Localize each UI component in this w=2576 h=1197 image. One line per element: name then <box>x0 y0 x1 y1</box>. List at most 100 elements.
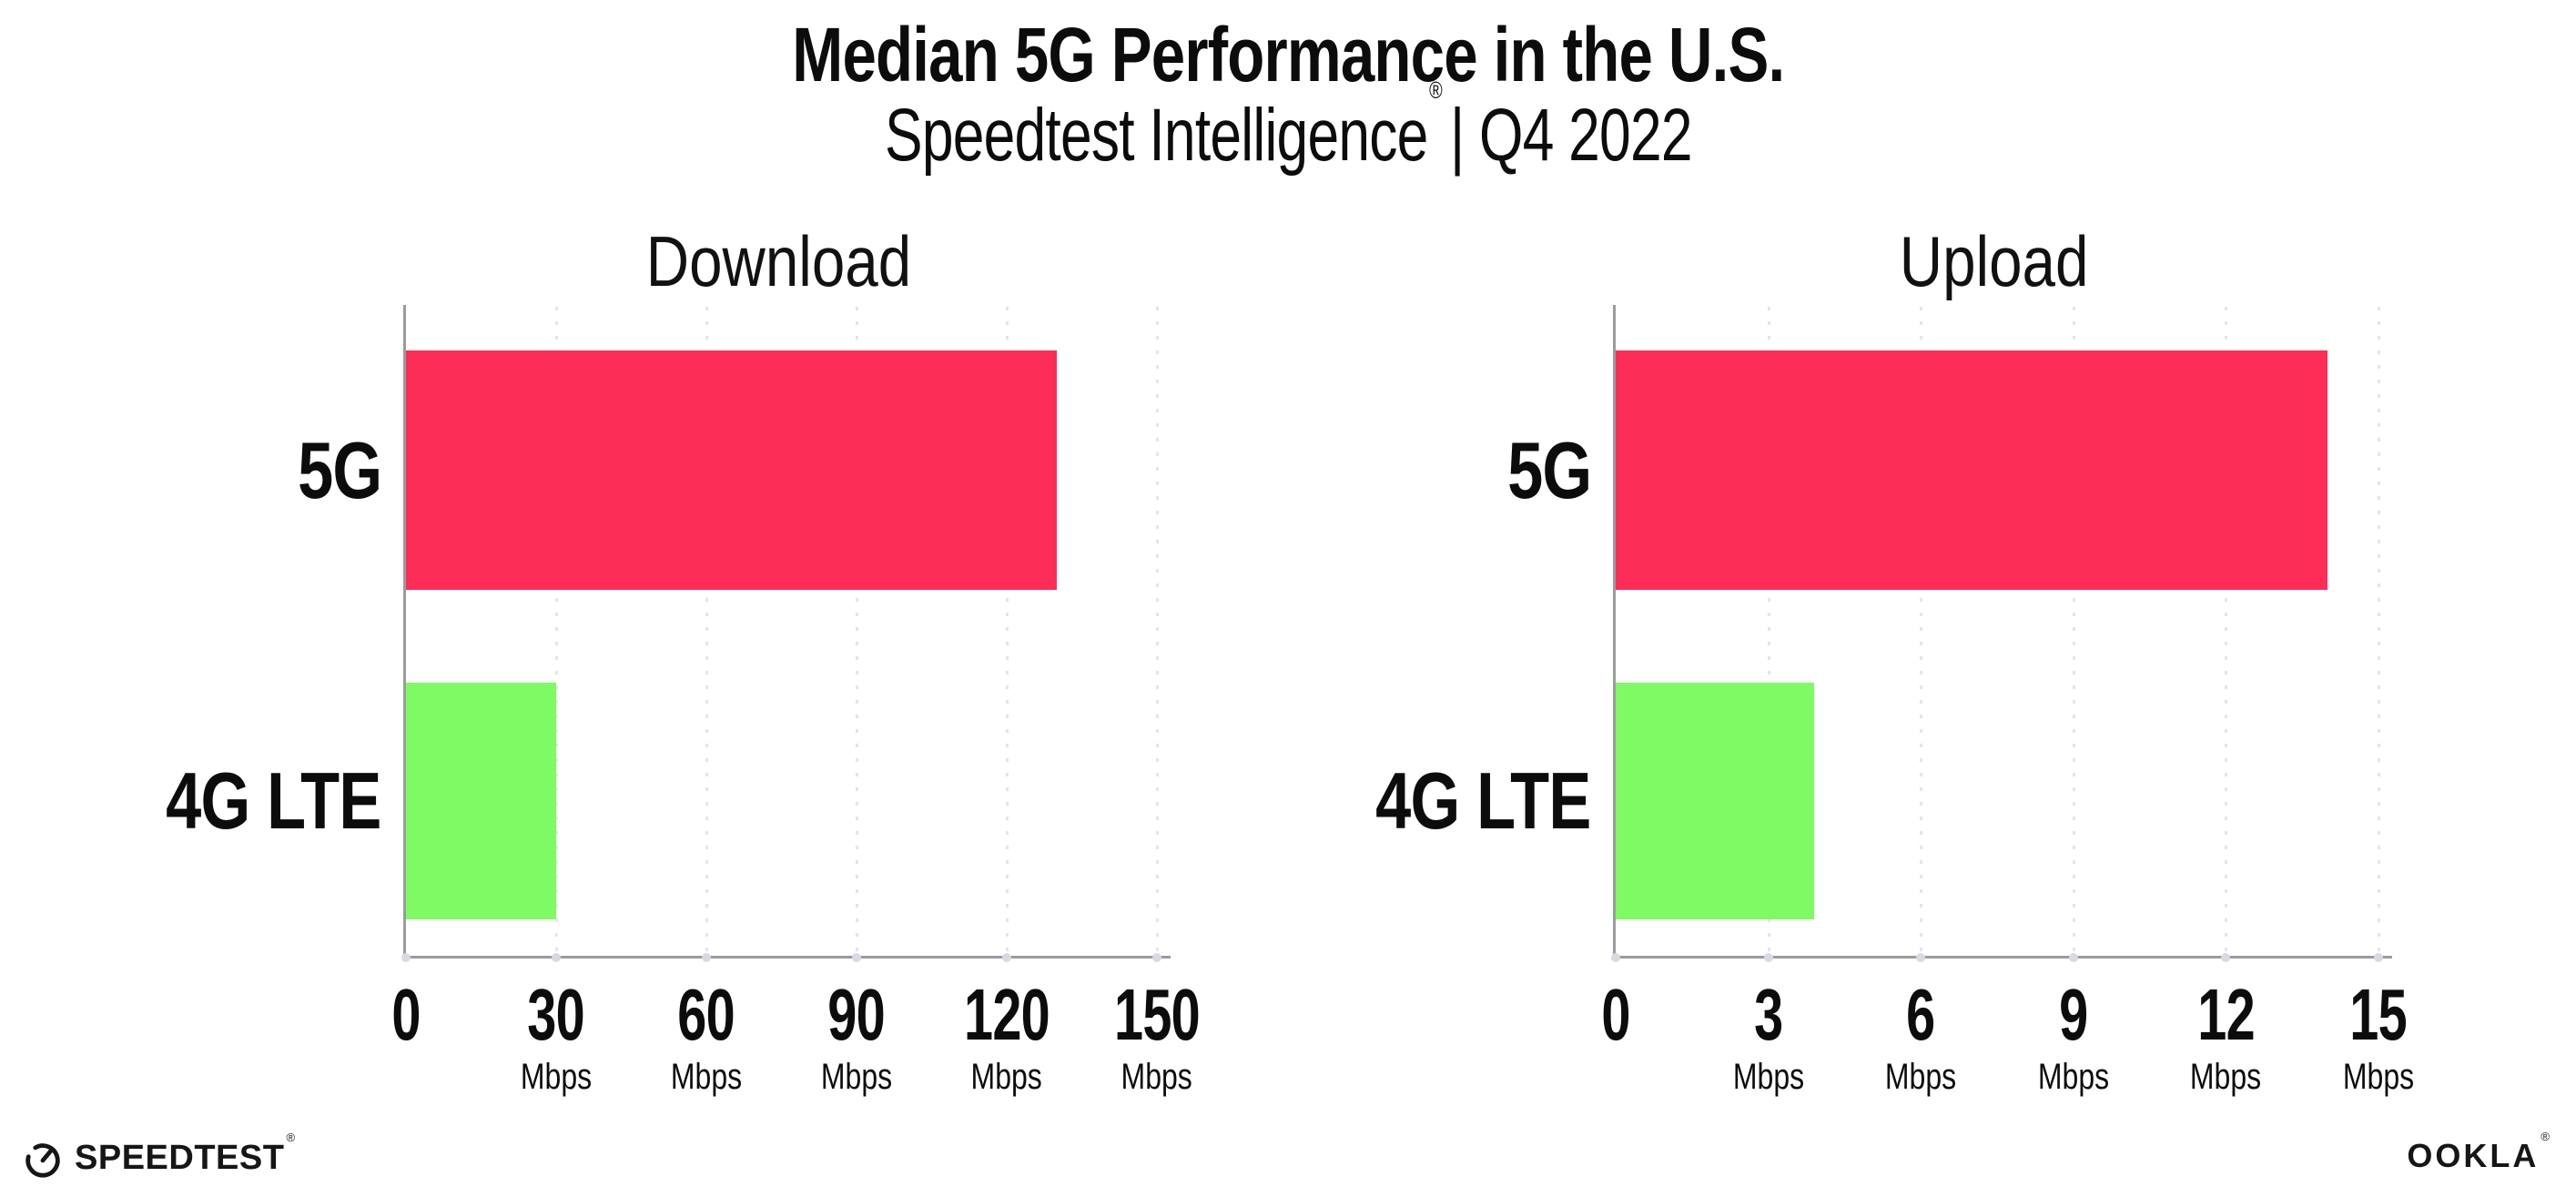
page-subtitle: Speedtest Intelligence®| Q4 2022 <box>0 76 2576 178</box>
x-tick-value-text-30: 30 <box>527 974 585 1055</box>
x-tick-value-150: 150 <box>1098 979 1216 1051</box>
ookla-registered-icon: ® <box>2541 1130 2552 1143</box>
ookla-wordmark-text: OOKLA <box>2407 1137 2540 1174</box>
x-tick-value-text-12: 12 <box>2197 974 2255 1055</box>
x-tick-value-0: 0 <box>386 979 426 1051</box>
x-tick-unit-text-12: Mbps <box>2190 1057 2262 1097</box>
page-title: Median 5G Performance in the U.S. <box>0 11 2576 99</box>
axis-tick-dot-120 <box>1002 953 1011 962</box>
x-tick-unit-text-30: Mbps <box>520 1057 593 1097</box>
x-tick-unit-6: Mbps <box>1876 1059 1965 1095</box>
x-tick-unit-60: Mbps <box>662 1059 751 1095</box>
page-title-text: Median 5G Performance in the U.S. <box>791 12 1785 97</box>
x-tick-150: 150 Mbps <box>1098 979 1216 1096</box>
x-tick-value-text-15: 15 <box>2349 974 2408 1055</box>
x-tick-unit-text-150: Mbps <box>1121 1057 1193 1097</box>
axis-tick-dot-0 <box>401 953 411 962</box>
x-tick-value-3: 3 <box>1724 979 1813 1051</box>
x-tick-unit-90: Mbps <box>812 1059 901 1095</box>
registered-trademark-icon: ® <box>1428 76 1443 104</box>
gridline-60-mbps <box>705 307 708 956</box>
x-tick-unit-9: Mbps <box>2029 1059 2118 1095</box>
x-tick-6: 6 Mbps <box>1876 974 1965 1096</box>
x-tick-value-text-3: 3 <box>1753 974 1783 1055</box>
gridline-9-mbps <box>2072 307 2075 956</box>
gridline-3-mbps <box>1767 307 1770 956</box>
x-tick-unit-15: Mbps <box>2334 1059 2423 1095</box>
x-tick-value-12: 12 <box>2181 979 2270 1051</box>
speedtest-wordmark: SPEEDTEST® <box>75 1131 296 1178</box>
category-label-text-4g-lte: 4G LTE <box>166 756 382 846</box>
x-tick-unit-text-6: Mbps <box>1885 1057 1957 1097</box>
chart-title-upload-text: Upload <box>1900 221 2089 301</box>
chart-title-upload: Upload <box>1613 220 2376 303</box>
axis-tick-dot-60 <box>702 953 711 962</box>
gridline-15-mbps <box>2378 307 2380 956</box>
chart-title-download-text: Download <box>645 221 912 301</box>
bar-4g-lte-upload <box>1616 683 1814 919</box>
x-tick-unit-text-120: Mbps <box>970 1057 1043 1097</box>
subtitle-quarter: | Q4 2022 <box>1449 94 1693 177</box>
category-label-text-4g-lte: 4G LTE <box>1375 756 1592 846</box>
x-tick-30: 30 Mbps <box>512 979 601 1096</box>
x-tick-value-text-0: 0 <box>1601 974 1630 1055</box>
axis-tick-dot-0 <box>1611 953 1620 962</box>
axis-tick-dot-3 <box>1763 953 1773 962</box>
axis-tick-dot-150 <box>1152 953 1161 962</box>
x-tick-120: 120 Mbps <box>948 979 1066 1096</box>
gridline-90-mbps <box>856 307 858 956</box>
x-tick-unit-text-90: Mbps <box>820 1057 893 1097</box>
speedtest-wordmark-text: SPEEDTEST <box>75 1138 285 1177</box>
x-tick-unit-text-3: Mbps <box>1732 1057 1804 1097</box>
x-tick-unit-120: Mbps <box>948 1059 1066 1095</box>
bar-5g-upload <box>1616 350 2328 590</box>
axis-tick-dot-9 <box>2068 953 2078 962</box>
category-label-5g: 5G <box>1486 350 1592 590</box>
bar-5g-download <box>406 350 1057 590</box>
x-tick-0: 0 <box>1596 979 1636 1051</box>
gridline-120-mbps <box>1006 307 1009 956</box>
x-tick-90: 90 Mbps <box>812 979 901 1096</box>
x-tick-0: 0 <box>386 979 426 1051</box>
category-label-4g-lte: 4G LTE <box>112 683 382 919</box>
category-label-text-5g: 5G <box>1506 424 1592 515</box>
speedtest-registered-icon: ® <box>286 1130 296 1144</box>
gridline-150-mbps <box>1156 307 1159 956</box>
x-tick-value-60: 60 <box>662 979 751 1051</box>
x-tick-value-90: 90 <box>812 979 901 1051</box>
axis-tick-dot-30 <box>552 953 561 962</box>
x-tick-value-text-150: 150 <box>1114 974 1201 1055</box>
x-tick-value-30: 30 <box>512 979 601 1051</box>
axis-tick-dot-90 <box>852 953 861 962</box>
x-tick-value-text-9: 9 <box>2059 974 2088 1055</box>
ookla-logo: OOKLA® <box>2407 1130 2552 1175</box>
x-tick-unit-12: Mbps <box>2181 1059 2270 1095</box>
speedtest-logo: SPEEDTEST® <box>22 1131 296 1179</box>
bar-4g-lte-download <box>406 683 556 919</box>
category-label-text-5g: 5G <box>297 424 382 515</box>
x-tick-value-text-0: 0 <box>391 974 421 1055</box>
x-tick-12: 12 Mbps <box>2181 979 2270 1096</box>
x-tick-unit-3: Mbps <box>1724 1059 1813 1095</box>
x-tick-value-text-6: 6 <box>1906 974 1936 1055</box>
x-tick-value-text-60: 60 <box>677 974 735 1055</box>
x-tick-value-120: 120 <box>948 979 1066 1051</box>
gridline-30-mbps <box>555 307 558 956</box>
chart-title-download: Download <box>403 220 1154 303</box>
gridline-6-mbps <box>1920 307 1923 956</box>
axis-tick-dot-6 <box>1916 953 1926 962</box>
x-tick-15: 15 Mbps <box>2334 974 2423 1096</box>
page-subtitle-text: Speedtest Intelligence®| Q4 2022 <box>885 76 1693 178</box>
category-label-5g: 5G <box>277 350 382 590</box>
axis-tick-dot-12 <box>2221 953 2231 962</box>
axis-tick-dot-15 <box>2374 953 2383 962</box>
x-tick-unit-text-15: Mbps <box>2342 1057 2415 1097</box>
x-tick-unit-30: Mbps <box>512 1059 601 1095</box>
x-tick-unit-text-60: Mbps <box>670 1057 743 1097</box>
x-tick-value-text-90: 90 <box>827 974 886 1055</box>
x-tick-unit-150: Mbps <box>1098 1059 1216 1095</box>
x-tick-9: 9 Mbps <box>2029 974 2118 1096</box>
x-tick-value-text-120: 120 <box>964 974 1050 1055</box>
speedtest-gauge-icon <box>25 1143 60 1178</box>
